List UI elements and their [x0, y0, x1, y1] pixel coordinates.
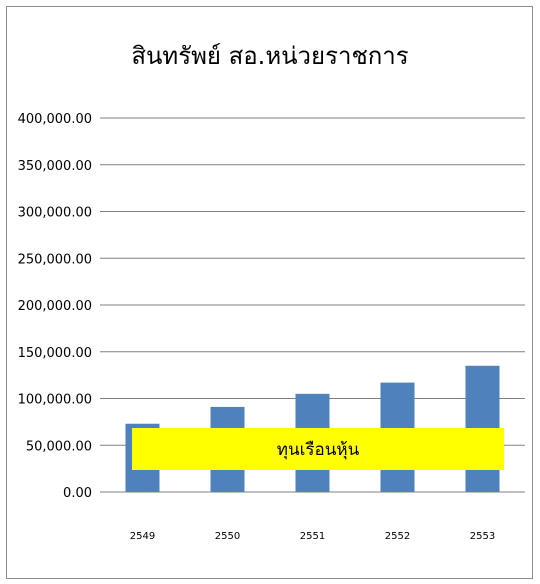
y-tick-label: 300,000.00 [18, 206, 92, 221]
y-tick-label: 250,000.00 [18, 252, 92, 267]
y-tick-label: 50,000.00 [26, 439, 92, 454]
x-tick-label: 2553 [470, 531, 495, 542]
chart-frame [6, 6, 533, 579]
chart-title: สินทรัพย์ สอ.หน่วยราชการ [131, 42, 409, 70]
y-tick-label: 0.00 [63, 486, 92, 501]
x-tick-label: 2551 [300, 531, 325, 542]
y-axis-ticks: 0.00 50,000.00 100,000.00 150,000.00 200,000… [18, 112, 92, 501]
y-tick-label: 400,000.00 [18, 112, 92, 127]
y-tick-label: 200,000.00 [18, 299, 92, 314]
y-tick-label: 100,000.00 [18, 393, 92, 408]
x-tick-label: 2550 [215, 531, 240, 542]
y-tick-label: 150,000.00 [18, 346, 92, 361]
annotation-label: ทุนเรือนหุ้น [132, 428, 504, 470]
x-axis-ticks: 2549 2550 2551 2552 2553 [130, 531, 495, 542]
x-tick-label: 2552 [385, 531, 410, 542]
y-tick-label: 350,000.00 [18, 159, 92, 174]
x-tick-label: 2549 [130, 531, 155, 542]
